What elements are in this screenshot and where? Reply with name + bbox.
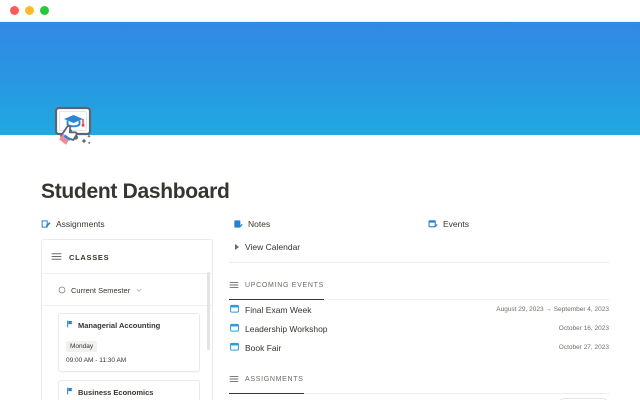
classes-card-list: Managerial Accounting Monday 09:00 AM - … bbox=[42, 306, 212, 400]
class-card-name: Business Economics bbox=[78, 387, 154, 397]
calendar-icon bbox=[230, 323, 239, 334]
window-titlebar bbox=[0, 0, 640, 22]
event-name: Final Exam Week bbox=[245, 304, 312, 315]
calendar-icon bbox=[230, 342, 239, 353]
class-card-title-row: Business Economics bbox=[66, 387, 192, 397]
upcoming-events-section: UPCOMING EVENTS Final Exam Week bbox=[229, 276, 609, 357]
tab-label: Assignments bbox=[56, 219, 105, 229]
graduation-monitor-icon[interactable] bbox=[46, 102, 102, 158]
event-row[interactable]: Book Fair October 27, 2023 bbox=[229, 338, 609, 357]
tab-row: Assignments Notes bbox=[0, 204, 640, 229]
event-row[interactable]: Final Exam Week August 29, 2023 → Septem… bbox=[229, 300, 609, 319]
classes-board-title: CLASSES bbox=[69, 252, 110, 262]
assignments-icon bbox=[41, 219, 51, 229]
classes-column: CLASSES Current Semester bbox=[41, 239, 213, 400]
circle-icon bbox=[58, 281, 66, 299]
class-card[interactable]: Managerial Accounting Monday 09:00 AM - … bbox=[58, 313, 200, 372]
tab-assignments[interactable]: Assignments bbox=[41, 219, 233, 229]
assignments-title: ASSIGNMENTS bbox=[245, 375, 304, 383]
assignments-section: ASSIGNMENTS Create a presentation on bbox=[229, 370, 609, 400]
classes-group-header[interactable]: Current Semester bbox=[42, 274, 212, 306]
flag-icon bbox=[66, 320, 74, 330]
maximize-button[interactable] bbox=[40, 6, 49, 15]
classes-board: CLASSES Current Semester bbox=[41, 239, 213, 400]
list-icon bbox=[229, 370, 239, 388]
event-row[interactable]: Leadership Workshop October 16, 2023 bbox=[229, 319, 609, 338]
view-calendar-toggle[interactable]: View Calendar bbox=[229, 239, 609, 263]
classes-board-header: CLASSES bbox=[42, 240, 212, 274]
event-date: October 16, 2023 bbox=[558, 325, 609, 332]
class-card-time: 09:00 AM - 11:30 AM bbox=[66, 357, 127, 364]
class-card-day: Monday bbox=[66, 341, 98, 352]
details-column: View Calendar bbox=[229, 239, 609, 400]
tab-label: Notes bbox=[248, 219, 271, 229]
event-date: October 27, 2023 bbox=[558, 344, 609, 351]
section-divider bbox=[229, 393, 609, 394]
tab-events[interactable]: Events bbox=[428, 219, 469, 229]
notes-icon bbox=[233, 219, 243, 229]
list-icon bbox=[229, 276, 239, 294]
event-row-meta: August 29, 2023 → September 4, 2023 bbox=[496, 306, 609, 313]
section-divider bbox=[229, 299, 609, 300]
page-body: Student Dashboard Assignments bbox=[0, 106, 640, 400]
minimize-button[interactable] bbox=[25, 6, 34, 15]
view-calendar-label: View Calendar bbox=[245, 242, 301, 252]
classes-group-label: Current Semester bbox=[71, 285, 131, 295]
list-icon bbox=[51, 248, 62, 266]
tab-notes[interactable]: Notes bbox=[233, 219, 428, 229]
calendar-icon bbox=[230, 304, 239, 315]
cover-banner[interactable] bbox=[0, 22, 640, 135]
triangle-right-icon[interactable] bbox=[235, 244, 239, 250]
classes-board-scrollbar[interactable] bbox=[207, 272, 210, 397]
assignment-row-meta: Deadline: August 25, 2023 Not started bbox=[475, 398, 609, 400]
event-date: August 29, 2023 → September 4, 2023 bbox=[496, 306, 609, 313]
event-row-meta: October 16, 2023 bbox=[559, 325, 609, 332]
class-card-name: Managerial Accounting bbox=[78, 320, 161, 330]
assignments-header: ASSIGNMENTS bbox=[229, 370, 304, 394]
content-columns: CLASSES Current Semester bbox=[0, 229, 640, 400]
event-row-label: Book Fair bbox=[230, 342, 553, 353]
event-row-label: Leadership Workshop bbox=[230, 323, 553, 334]
chevron-down-icon[interactable] bbox=[135, 281, 143, 299]
events-icon bbox=[428, 219, 438, 229]
assignment-row[interactable]: Create a presentation on ethical leaders… bbox=[229, 394, 609, 400]
window-controls bbox=[10, 6, 49, 15]
upcoming-events-title: UPCOMING EVENTS bbox=[245, 281, 324, 289]
close-button[interactable] bbox=[10, 6, 19, 15]
page-title: Student Dashboard bbox=[41, 180, 230, 203]
flag-icon bbox=[66, 387, 74, 397]
class-card[interactable]: Business Economics Tuesday 10:00 - 11:00… bbox=[58, 380, 200, 400]
class-card-title-row: Managerial Accounting bbox=[66, 320, 192, 330]
event-row-meta: October 27, 2023 bbox=[559, 344, 609, 351]
upcoming-events-header: UPCOMING EVENTS bbox=[229, 276, 324, 300]
tab-label: Events bbox=[443, 219, 469, 229]
event-name: Leadership Workshop bbox=[245, 323, 328, 334]
event-name: Book Fair bbox=[245, 342, 282, 353]
event-row-label: Final Exam Week bbox=[230, 304, 490, 315]
